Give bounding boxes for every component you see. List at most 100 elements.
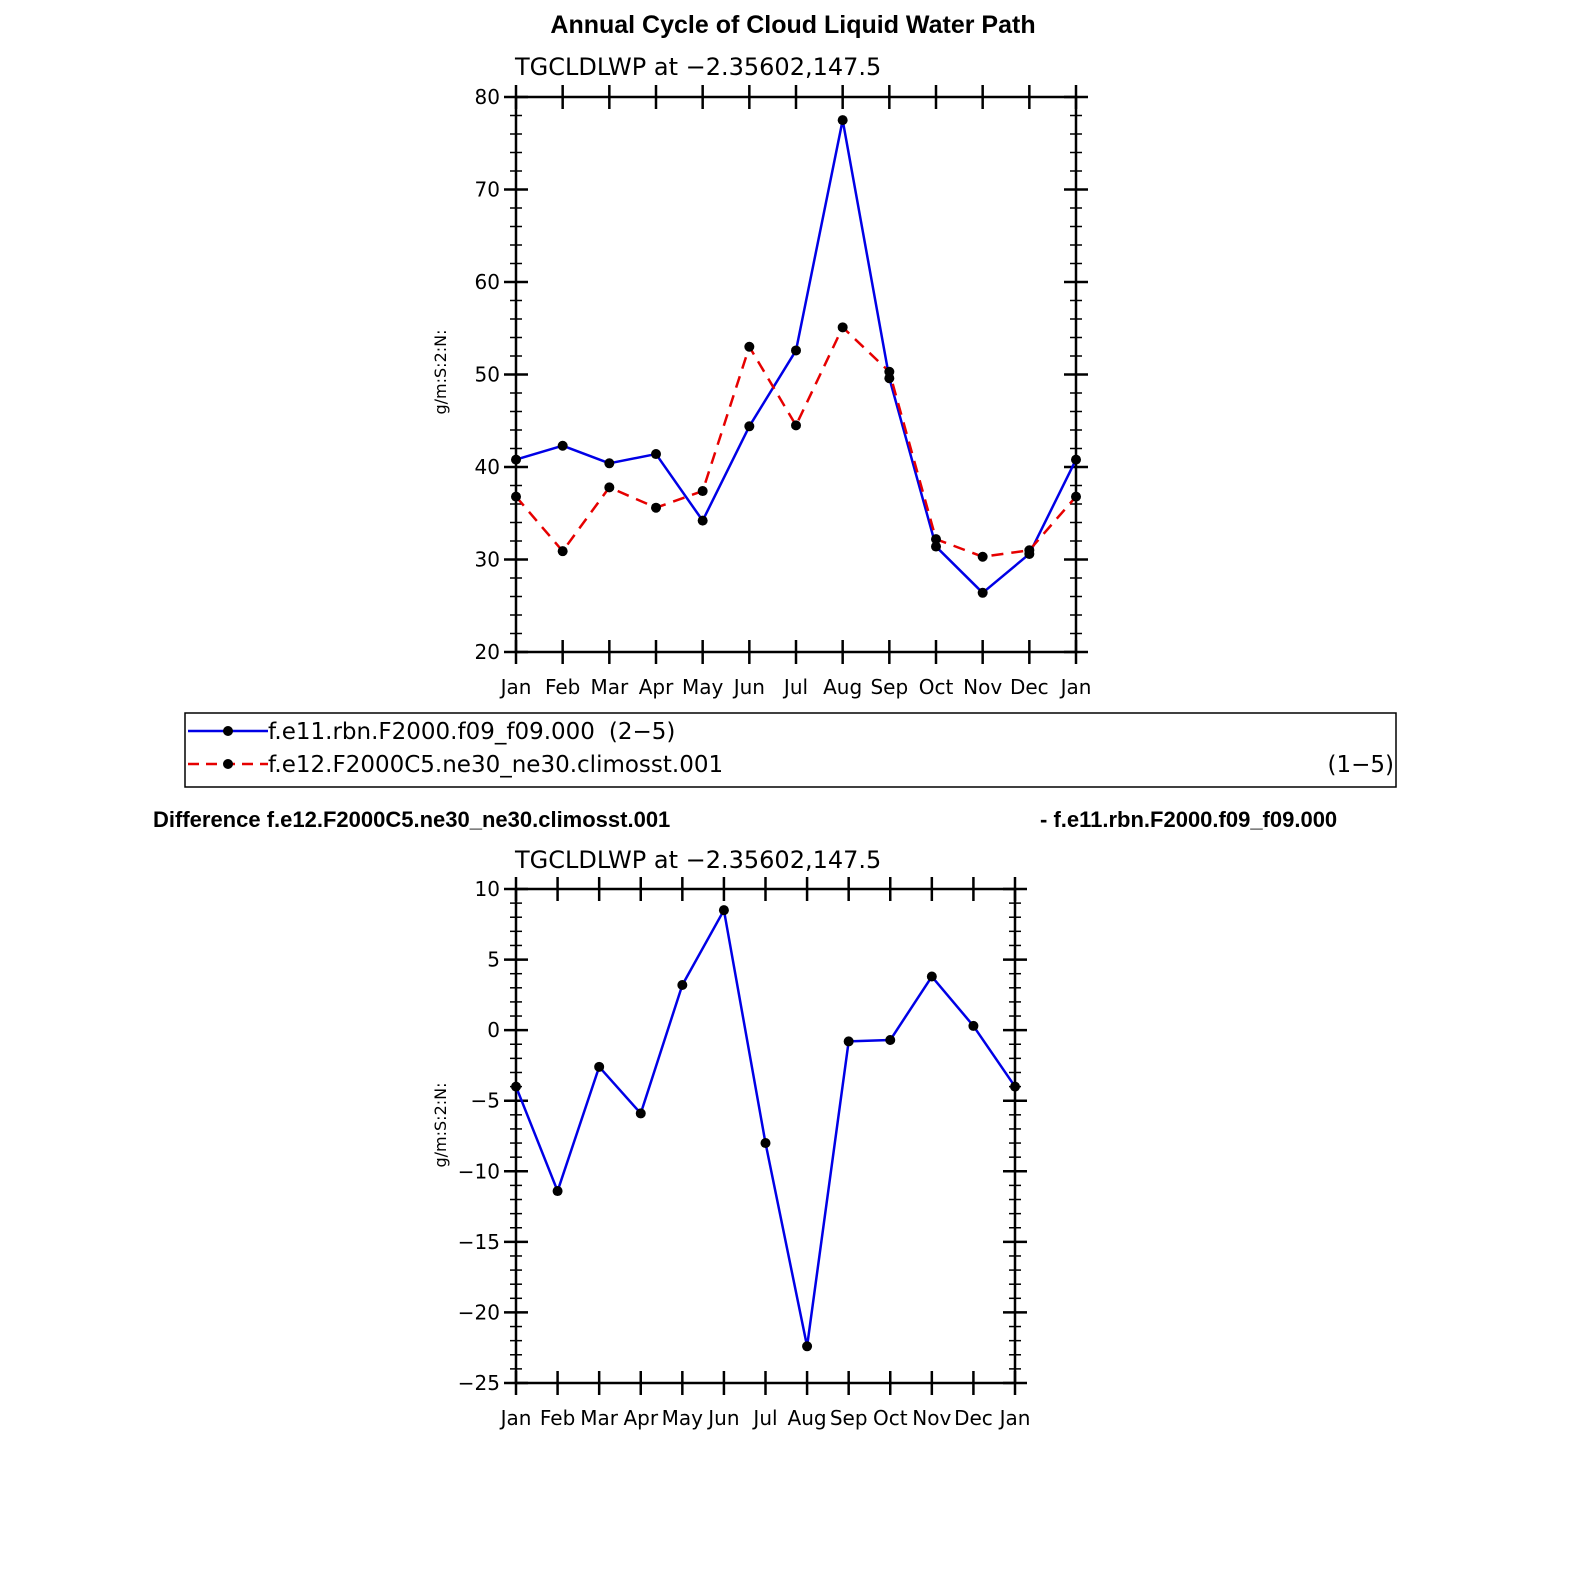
chart-2-y-axis-label: g/m:S:2:N: [431,1083,450,1168]
chart-1-series-2-point [697,486,708,497]
chart-1-series-2-point [744,341,755,352]
chart-1-series-1-point [931,541,941,552]
chart-2-x-tick-label: Sep [830,1406,868,1430]
chart-2-x-tick-label: Jul [751,1406,777,1430]
chart-1-plot-area: 20 30 40 50 60 70 80 Jan Feb Mar Apr May Jun Jul Aug Se… [475,85,1092,699]
chart-2-x-tick-label: May [662,1406,704,1430]
chart-1-series-2-point [884,366,895,377]
legend-suffix-2: (1−5) [1328,752,1394,778]
chart-1-y-tick-label: 70 [475,178,500,202]
chart-2-y-tick-label: 10 [475,877,500,901]
chart-2-series-1-point [885,1035,896,1046]
chart-1-x-tick-label: Sep [870,675,908,699]
chart-2-y-tick-label: 0 [487,1018,500,1042]
chart-1-x-tick-label: Jun [732,675,765,699]
chart-1-series-2-point [791,420,801,431]
chart-1-y-tick-label: 50 [475,363,500,387]
chart-2-series-1-point [968,1020,979,1031]
chart-1-x-tick-label: Jul [782,675,808,699]
chart-1-x-tick-label: Jan [499,675,532,699]
chart-1-series-1-point [511,454,521,465]
legend-label-2: f.e12.F2000C5.ne30_ne30.climosst.001 [268,752,723,778]
chart-2-series-1-point [552,1186,563,1197]
chart-1-series-1-point [791,345,801,356]
chart-1-title: Annual Cycle of Cloud Liquid Water Path [550,11,1035,39]
chart-1-series-1-point [977,587,988,598]
chart-2-subtitle: TGCLDLWP at −2.35602,147.5 [514,846,881,874]
chart-1-series-1-point [557,440,568,451]
legend-item-2: f.e12.F2000C5.ne30_ne30.climosst.001 (1−… [188,752,1394,778]
legend-suffix-1: (2−5) [609,719,675,745]
chart-1-subtitle: TGCLDLWP at −2.35602,147.5 [514,53,881,81]
chart-2-series-1-point [677,979,688,990]
chart-2-x-tick-label: Nov [912,1406,951,1430]
chart-1-series-2-point [837,322,848,333]
chart-1-series-2-point [977,551,988,562]
legend-box [184,712,1397,788]
chart-2-title-left: Difference f.e12.F2000C5.ne30_ne30.climo… [153,807,670,832]
chart-2-title-right: - f.e11.rbn.F2000.f09_f09.000 [1040,807,1337,832]
chart-2-series-1-point [635,1108,646,1119]
chart-1-series-2-point [511,491,521,502]
chart-2-x-tick-label: Jun [706,1406,739,1430]
chart-1-y-tick-label: 30 [475,548,500,572]
legend-marker-1 [223,726,233,736]
chart-1-series-1-point [837,115,848,126]
legend-marker-2 [223,759,233,769]
chart-2-x-tick-label: Feb [540,1406,575,1430]
chart-2-x-tick-label: Oct [873,1406,908,1430]
chart-2-y-tick-label: −10 [458,1159,500,1183]
chart-2-x-tick-label: Jan [998,1406,1031,1430]
chart-1-series-2-point [1024,545,1035,556]
chart-1-series-2-line [515,326,1077,558]
chart-1-series-2-point [557,546,568,557]
chart-2-series-1-point [843,1036,854,1047]
chart-2-x-tick-label: Dec [954,1406,993,1430]
chart-1-y-tick-label: 20 [475,640,500,664]
chart-2-series-1-point [926,971,937,982]
chart-2-series-1-point [760,1138,771,1149]
chart-2-plot-area: 10 5 0 −5 −10 −15 −20 −25 Jan Feb Mar Apr May Jun Jul A… [458,877,1031,1430]
chart-1-series-2-point [1071,491,1081,502]
chart-1-series-2-point [651,502,661,513]
chart-1-series-1-point [1071,454,1081,465]
chart-1-series-2-point [931,534,941,545]
chart-1-series-1-point [604,458,615,469]
chart-1-series-1-point [651,449,661,460]
chart-1-series-1-point [697,515,708,526]
chart-2-x-tick-label: Mar [580,1406,619,1430]
chart-1-y-tick-label: 40 [475,455,500,479]
legend-label-1: f.e11.rbn.F2000.f09_f09.000 [268,719,595,745]
chart-1-x-tick-label: Feb [545,675,580,699]
chart-2-series-1-point [1010,1081,1020,1092]
chart-2-y-tick-label: −5 [471,1089,500,1113]
chart-2-y-tick-label: 5 [487,948,500,972]
chart-1-x-tick-label: Mar [590,675,629,699]
chart-2-series-1-point [511,1081,521,1092]
chart-2-y-tick-label: −15 [458,1230,500,1254]
chart-2-y-tick-label: −25 [458,1371,500,1395]
chart-2-series-1-line [514,908,1017,1348]
chart-1-x-tick-label: Oct [919,675,954,699]
chart-1-y-tick-label: 60 [475,270,500,294]
chart-1-series-1-line [515,118,1078,595]
chart-1-x-tick-label: Apr [639,675,674,699]
chart-1-x-tick-label: Jan [1059,675,1092,699]
chart-2-x-tick-label: Apr [623,1406,658,1430]
chart-1-y-tick-label: 80 [475,85,500,109]
chart-1-series-2-point [604,482,615,493]
chart-2-series-1-point [718,905,729,916]
chart-1-x-tick-label: Nov [963,675,1002,699]
chart-1-series-1-point [744,421,755,432]
chart-2-series-1-point [802,1341,813,1352]
chart-1-y-axis-label: g/m:S:2:N: [431,330,450,415]
chart-1-x-tick-label: Aug [823,675,862,699]
chart-1-x-tick-label: Dec [1010,675,1049,699]
chart-2-y-tick-label: −20 [458,1300,500,1324]
chart-1-frame [514,95,1078,654]
chart-2-x-tick-label: Aug [788,1406,827,1430]
chart-1-x-tick-label: May [682,675,724,699]
chart-2-series-1-point [594,1061,605,1072]
legend-item-1: f.e11.rbn.F2000.f09_f09.000 (2−5) [188,719,675,745]
